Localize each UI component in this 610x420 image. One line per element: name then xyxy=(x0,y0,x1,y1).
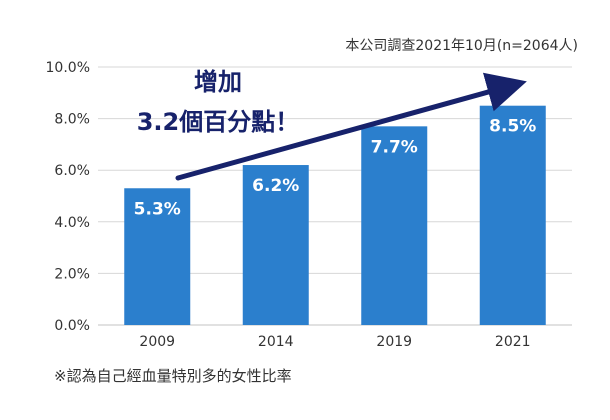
y-tick-label: 2.0% xyxy=(54,266,90,282)
y-tick-label: 8.0% xyxy=(54,112,90,128)
y-tick-label: 0.0% xyxy=(54,318,90,334)
trend-arrow xyxy=(175,72,527,181)
bar-2021 xyxy=(479,105,546,325)
bars: 5.3% 6.2% 7.7% 8.5% xyxy=(124,105,546,325)
annotation-line-1: 增加 xyxy=(194,68,242,96)
value-label-2021: 8.5% xyxy=(489,117,536,137)
value-label-2019: 7.7% xyxy=(371,137,418,157)
y-axis-ticks: 0.0% 2.0% 4.0% 6.0% 8.0% 10.0% xyxy=(46,60,90,334)
footnote: ※認為自己經血量特別多的女性比率 xyxy=(54,367,292,385)
y-tick-label: 10.0% xyxy=(46,60,90,76)
x-tick-label-2009: 2009 xyxy=(139,334,175,350)
value-label-2014: 6.2% xyxy=(252,176,299,196)
source-note: 本公司調查2021年10月(n=2064人) xyxy=(345,38,578,54)
bar-2009 xyxy=(124,188,191,325)
y-tick-label: 4.0% xyxy=(54,215,90,231)
bar-2019 xyxy=(361,126,428,325)
x-tick-label-2021: 2021 xyxy=(495,334,531,350)
bar-2014 xyxy=(242,165,309,325)
x-tick-label-2019: 2019 xyxy=(376,334,412,350)
value-label-2009: 5.3% xyxy=(134,199,181,219)
y-tick-label: 6.0% xyxy=(54,163,90,179)
x-tick-label-2014: 2014 xyxy=(258,334,294,350)
annotation-line-2: 3.2個百分點！ xyxy=(137,108,300,136)
x-axis-ticks: 2009 2014 2019 2021 xyxy=(139,334,530,350)
